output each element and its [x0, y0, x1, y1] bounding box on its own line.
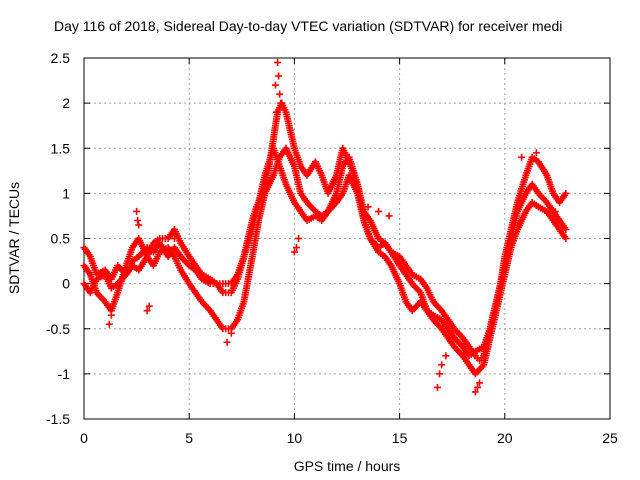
- axis-ticks: 0 5 10 15 20 25 -1.5 -1 -0.5 0 0.5 1 1.5 2 2.5: [46, 50, 618, 446]
- data-point: [438, 361, 446, 369]
- data-point: [442, 352, 450, 360]
- data-point: [473, 383, 481, 391]
- data-point: [562, 189, 570, 197]
- data-point: [375, 207, 383, 215]
- data-point: [518, 153, 526, 161]
- y-axis-label: SDTVAR / TECUs: [6, 182, 22, 294]
- data-point: [277, 99, 285, 107]
- data-point: [274, 59, 282, 67]
- data-point: [143, 307, 151, 315]
- data-point: [562, 235, 570, 242]
- y-tick-label: 1: [62, 185, 70, 201]
- data-point: [543, 171, 551, 179]
- data-point: [275, 72, 283, 80]
- data-point: [295, 235, 303, 242]
- data-point: [105, 320, 113, 328]
- y-tick-label: 2: [62, 95, 70, 111]
- data-point: [145, 302, 153, 310]
- data-point: [476, 379, 484, 387]
- data-point: [170, 235, 178, 242]
- data-point: [532, 149, 540, 157]
- data-point: [168, 230, 176, 238]
- data-point: [290, 248, 298, 256]
- grid-layer: [84, 58, 610, 419]
- x-tick-label: 10: [287, 430, 303, 446]
- x-tick-label: 15: [392, 430, 408, 446]
- data-point: [364, 203, 372, 211]
- data-point: [293, 244, 301, 252]
- data-points: [80, 59, 570, 396]
- x-tick-label: 25: [602, 430, 618, 446]
- x-tick-label: 0: [80, 430, 88, 446]
- chart-title: Day 116 of 2018, Sidereal Day-to-day VTE…: [54, 18, 562, 34]
- x-axis-label: GPS time / hours: [294, 458, 401, 474]
- y-tick-label: -0.5: [46, 321, 70, 337]
- data-point: [551, 207, 559, 215]
- y-tick-label: 2.5: [51, 50, 71, 66]
- y-tick-label: 1.5: [51, 140, 71, 156]
- data-point: [134, 216, 142, 224]
- x-tick-label: 5: [185, 430, 193, 446]
- data-point: [433, 383, 441, 391]
- data-point: [562, 225, 570, 233]
- data-point: [227, 329, 235, 337]
- data-point: [436, 370, 444, 378]
- y-tick-label: -1: [58, 366, 71, 382]
- y-tick-label: 0: [62, 276, 70, 292]
- data-point: [135, 221, 143, 229]
- data-point: [471, 388, 479, 396]
- data-point: [223, 338, 231, 346]
- data-point: [133, 207, 141, 215]
- x-tick-label: 20: [497, 430, 513, 446]
- data-point: [271, 81, 279, 89]
- data-point: [273, 108, 281, 116]
- y-tick-label: 0.5: [51, 231, 71, 247]
- data-point: [107, 311, 115, 319]
- y-tick-label: -1.5: [46, 411, 70, 427]
- data-point: [385, 212, 393, 220]
- data-point: [276, 90, 284, 98]
